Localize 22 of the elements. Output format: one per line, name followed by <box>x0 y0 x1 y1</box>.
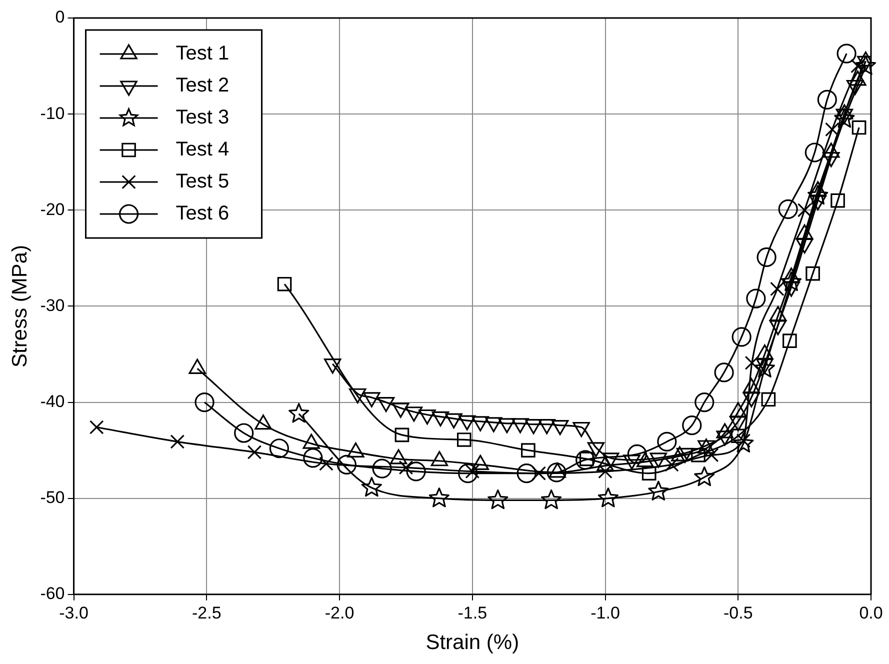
legend-label: Test 5 <box>176 170 230 193</box>
x-tick-label: 0.0 <box>859 603 883 622</box>
y-tick-label: -10 <box>40 104 65 123</box>
x-tick-label: -3.0 <box>59 603 88 622</box>
x-tick-label: -2.5 <box>192 603 222 622</box>
y-tick-label: -30 <box>40 296 65 315</box>
x-tick-label: -1.5 <box>458 603 488 622</box>
x-tick-label: -0.5 <box>723 603 753 622</box>
legend-label: Test 4 <box>176 138 230 161</box>
y-tick-label: -20 <box>40 200 65 219</box>
x-tick-label: -1.0 <box>590 603 620 622</box>
x-tick-label: -2.0 <box>324 603 354 622</box>
y-tick-label: -60 <box>40 584 65 604</box>
legend-label: Test 1 <box>176 42 230 65</box>
y-axis-title: Stress (MPa) <box>8 244 32 368</box>
y-tick-label: -50 <box>40 488 65 508</box>
legend-label: Test 6 <box>176 202 230 225</box>
y-tick-label: -40 <box>40 392 65 411</box>
legend-label: Test 2 <box>176 74 230 97</box>
y-tick-label: 0 <box>55 8 65 27</box>
legend-label: Test 3 <box>176 106 230 129</box>
x-axis-title: Strain (%) <box>426 631 520 654</box>
